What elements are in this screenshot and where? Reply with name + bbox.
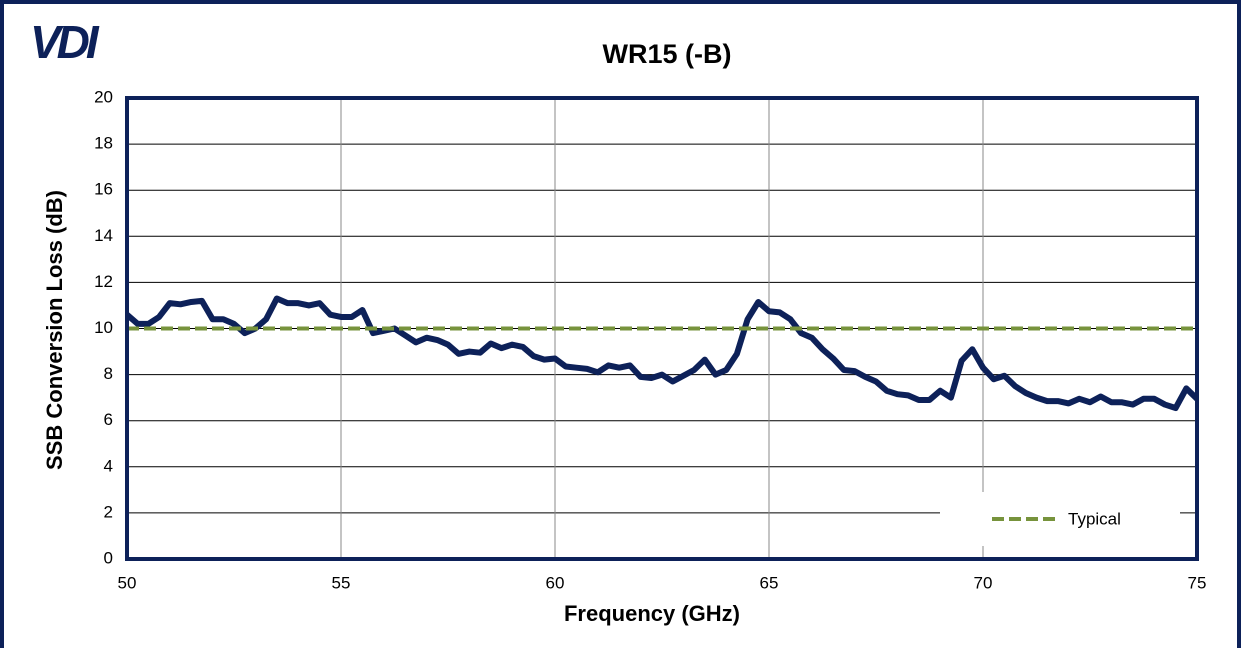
y-tick-label: 4	[104, 456, 113, 475]
y-tick-label: 20	[94, 87, 113, 106]
plot-border	[125, 96, 1199, 561]
x-tick-label: 55	[332, 573, 351, 592]
y-tick-label: 12	[94, 272, 113, 291]
chart-title: WR15 (-B)	[603, 39, 732, 69]
data-line	[125, 295, 1200, 412]
x-tick-label: 65	[760, 573, 779, 592]
y-tick-label: 0	[104, 548, 113, 567]
y-tick-label: 6	[104, 410, 113, 429]
y-tick-label: 10	[94, 318, 113, 337]
logo: VDI	[30, 16, 100, 68]
y-tick-label: 2	[104, 502, 113, 521]
legend-box	[940, 492, 1180, 546]
x-tick-label: 70	[974, 573, 993, 592]
x-tick-label: 50	[118, 573, 137, 592]
y-tick-label: 8	[104, 364, 113, 383]
x-tick-label: 75	[1188, 573, 1207, 592]
y-axis-label: SSB Conversion Loss (dB)	[42, 190, 67, 470]
legend-label: Typical	[1068, 509, 1121, 528]
y-tick-label: 18	[94, 134, 113, 153]
x-axis-label: Frequency (GHz)	[564, 601, 740, 626]
y-tick-label: 16	[94, 180, 113, 199]
x-tick-label: 60	[546, 573, 565, 592]
y-tick-label: 14	[94, 226, 113, 245]
